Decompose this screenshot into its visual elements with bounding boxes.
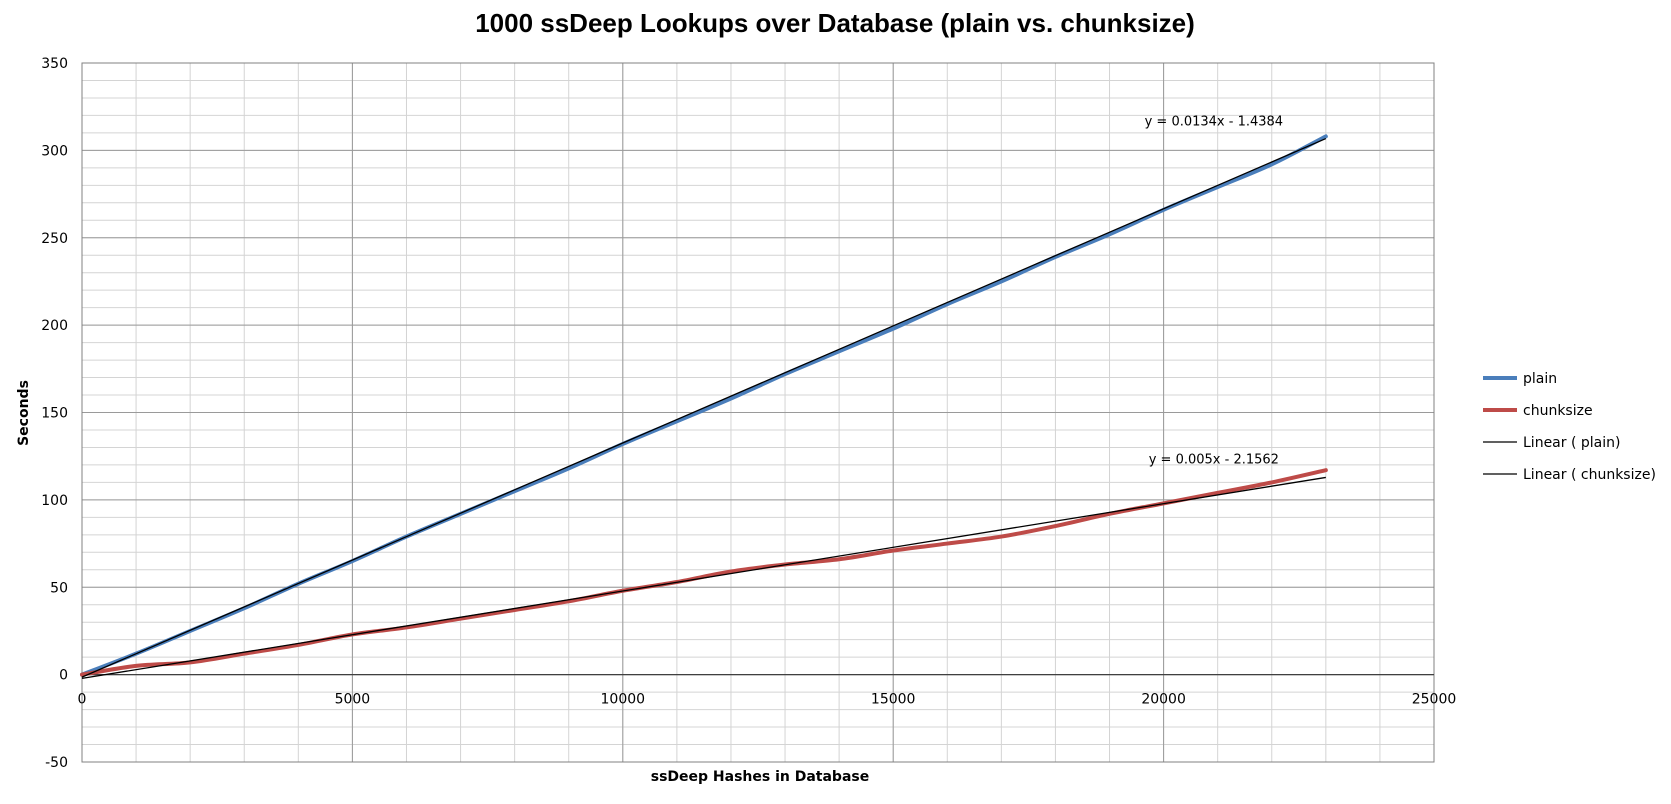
legend-label: chunksize [1523, 403, 1593, 419]
trendline-equation-label: y = 0.0134x - 1.4384 [1145, 115, 1283, 130]
x-tick-label: 15000 [871, 692, 916, 708]
x-tick-label: 5000 [335, 692, 371, 708]
y-tick-label: 350 [41, 56, 68, 72]
x-tick-label: 10000 [601, 692, 646, 708]
series-line-chunksize [80, 468, 1328, 677]
x-axis-label: ssDeep Hashes in Database [651, 769, 869, 785]
x-axis-ticks: 0 5000 10000 15000 20000 25000 [78, 692, 1457, 708]
legend-label: Linear ( plain) [1523, 435, 1620, 451]
y-tick-label: 0 [59, 668, 68, 684]
legend: plain chunksize Linear ( plain) Linear ( ch… [1483, 371, 1656, 483]
y-axis-label: Seconds [16, 380, 32, 446]
y-tick-label: 50 [50, 580, 68, 596]
y-axis-ticks: -50 0 50 100 150 200 250 300 350 [41, 56, 68, 771]
trendline-linear-plain [81, 137, 1327, 678]
chart-title: 1000 ssDeep Lookups over Database (plain… [475, 8, 1195, 38]
y-tick-label: 150 [41, 406, 68, 422]
trendline-layer [81, 137, 1327, 680]
y-tick-label: 250 [41, 231, 68, 247]
y-tick-label: 100 [41, 493, 68, 509]
y-tick-label: -50 [45, 755, 68, 771]
trendline-linear-chunksize [81, 476, 1326, 680]
series-line-plain [80, 134, 1328, 677]
legend-label: plain [1523, 371, 1557, 387]
x-tick-label: 25000 [1412, 692, 1457, 708]
x-tick-label: 0 [78, 692, 87, 708]
x-tick-label: 20000 [1141, 692, 1186, 708]
y-tick-label: 200 [41, 318, 68, 334]
series-layer [80, 134, 1328, 677]
y-tick-label: 300 [41, 143, 68, 159]
equation-labels: y = 0.0134x - 1.4384 y = 0.005x - 2.1562 [1145, 115, 1283, 468]
trendline-equation-label: y = 0.005x - 2.1562 [1149, 452, 1279, 467]
plot-area-border [81, 62, 1435, 763]
legend-label: Linear ( chunksize) [1523, 467, 1656, 483]
